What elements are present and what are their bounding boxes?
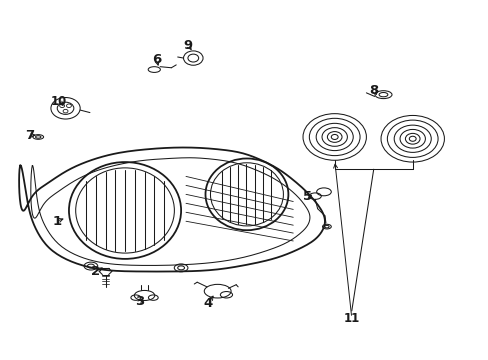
Text: 3: 3 (135, 296, 144, 309)
Text: 5: 5 (303, 190, 312, 203)
Text: 7: 7 (25, 129, 35, 142)
Text: 6: 6 (152, 53, 161, 66)
Text: 11: 11 (343, 311, 359, 325)
Text: 4: 4 (203, 297, 212, 310)
Text: 9: 9 (183, 39, 193, 52)
Text: 10: 10 (51, 95, 67, 108)
Text: 8: 8 (368, 84, 378, 97)
Text: 2: 2 (91, 265, 100, 278)
Text: 1: 1 (52, 215, 61, 228)
